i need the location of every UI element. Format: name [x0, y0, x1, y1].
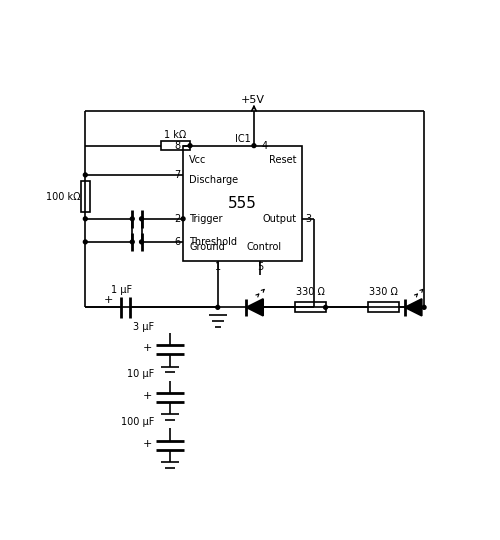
Text: 10 μF: 10 μF	[128, 369, 154, 379]
Text: 5: 5	[257, 262, 263, 272]
Circle shape	[181, 217, 185, 221]
Bar	[368, 302, 398, 312]
Circle shape	[324, 306, 328, 309]
Text: 100 kΩ: 100 kΩ	[46, 192, 81, 202]
Bar	[161, 141, 190, 150]
Text: +5V: +5V	[240, 95, 264, 105]
Circle shape	[188, 144, 192, 147]
Text: 330 Ω: 330 Ω	[296, 287, 324, 297]
Text: 330 Ω: 330 Ω	[369, 287, 398, 297]
Text: IC1: IC1	[236, 134, 251, 145]
Text: 2: 2	[174, 214, 180, 224]
Text: 555: 555	[228, 196, 257, 211]
Text: 1: 1	[214, 262, 221, 272]
Text: Reset: Reset	[269, 154, 296, 165]
Polygon shape	[405, 299, 422, 316]
Text: 100 μF: 100 μF	[121, 417, 154, 427]
Circle shape	[140, 240, 143, 244]
Text: Trigger: Trigger	[190, 214, 223, 224]
Circle shape	[140, 217, 143, 221]
Bar	[80, 181, 90, 212]
Circle shape	[84, 240, 87, 244]
Text: 4: 4	[262, 140, 268, 151]
Text: 8: 8	[174, 140, 180, 151]
Polygon shape	[246, 299, 263, 316]
Text: +: +	[104, 295, 113, 305]
Circle shape	[130, 217, 134, 221]
Circle shape	[84, 217, 87, 221]
Text: Vcc: Vcc	[190, 154, 206, 165]
Circle shape	[216, 306, 220, 309]
Circle shape	[422, 306, 426, 309]
Circle shape	[130, 240, 134, 244]
Text: Ground: Ground	[190, 242, 225, 252]
Text: Threshold: Threshold	[190, 237, 238, 247]
Text: 3 μF: 3 μF	[134, 322, 154, 332]
Text: 1 μF: 1 μF	[111, 286, 132, 295]
Bar	[183, 146, 302, 261]
Text: +: +	[143, 438, 152, 449]
Text: Control: Control	[246, 242, 282, 252]
Text: 6: 6	[174, 237, 180, 247]
Text: 7: 7	[174, 170, 180, 180]
Text: Discharge: Discharge	[190, 176, 238, 185]
Text: Output: Output	[262, 214, 296, 224]
Text: 1 kΩ: 1 kΩ	[164, 130, 186, 140]
Circle shape	[84, 173, 87, 177]
Bar	[295, 302, 326, 312]
Text: 3: 3	[306, 214, 312, 224]
Text: +: +	[143, 391, 152, 401]
Text: +: +	[143, 343, 152, 353]
Circle shape	[252, 144, 256, 147]
